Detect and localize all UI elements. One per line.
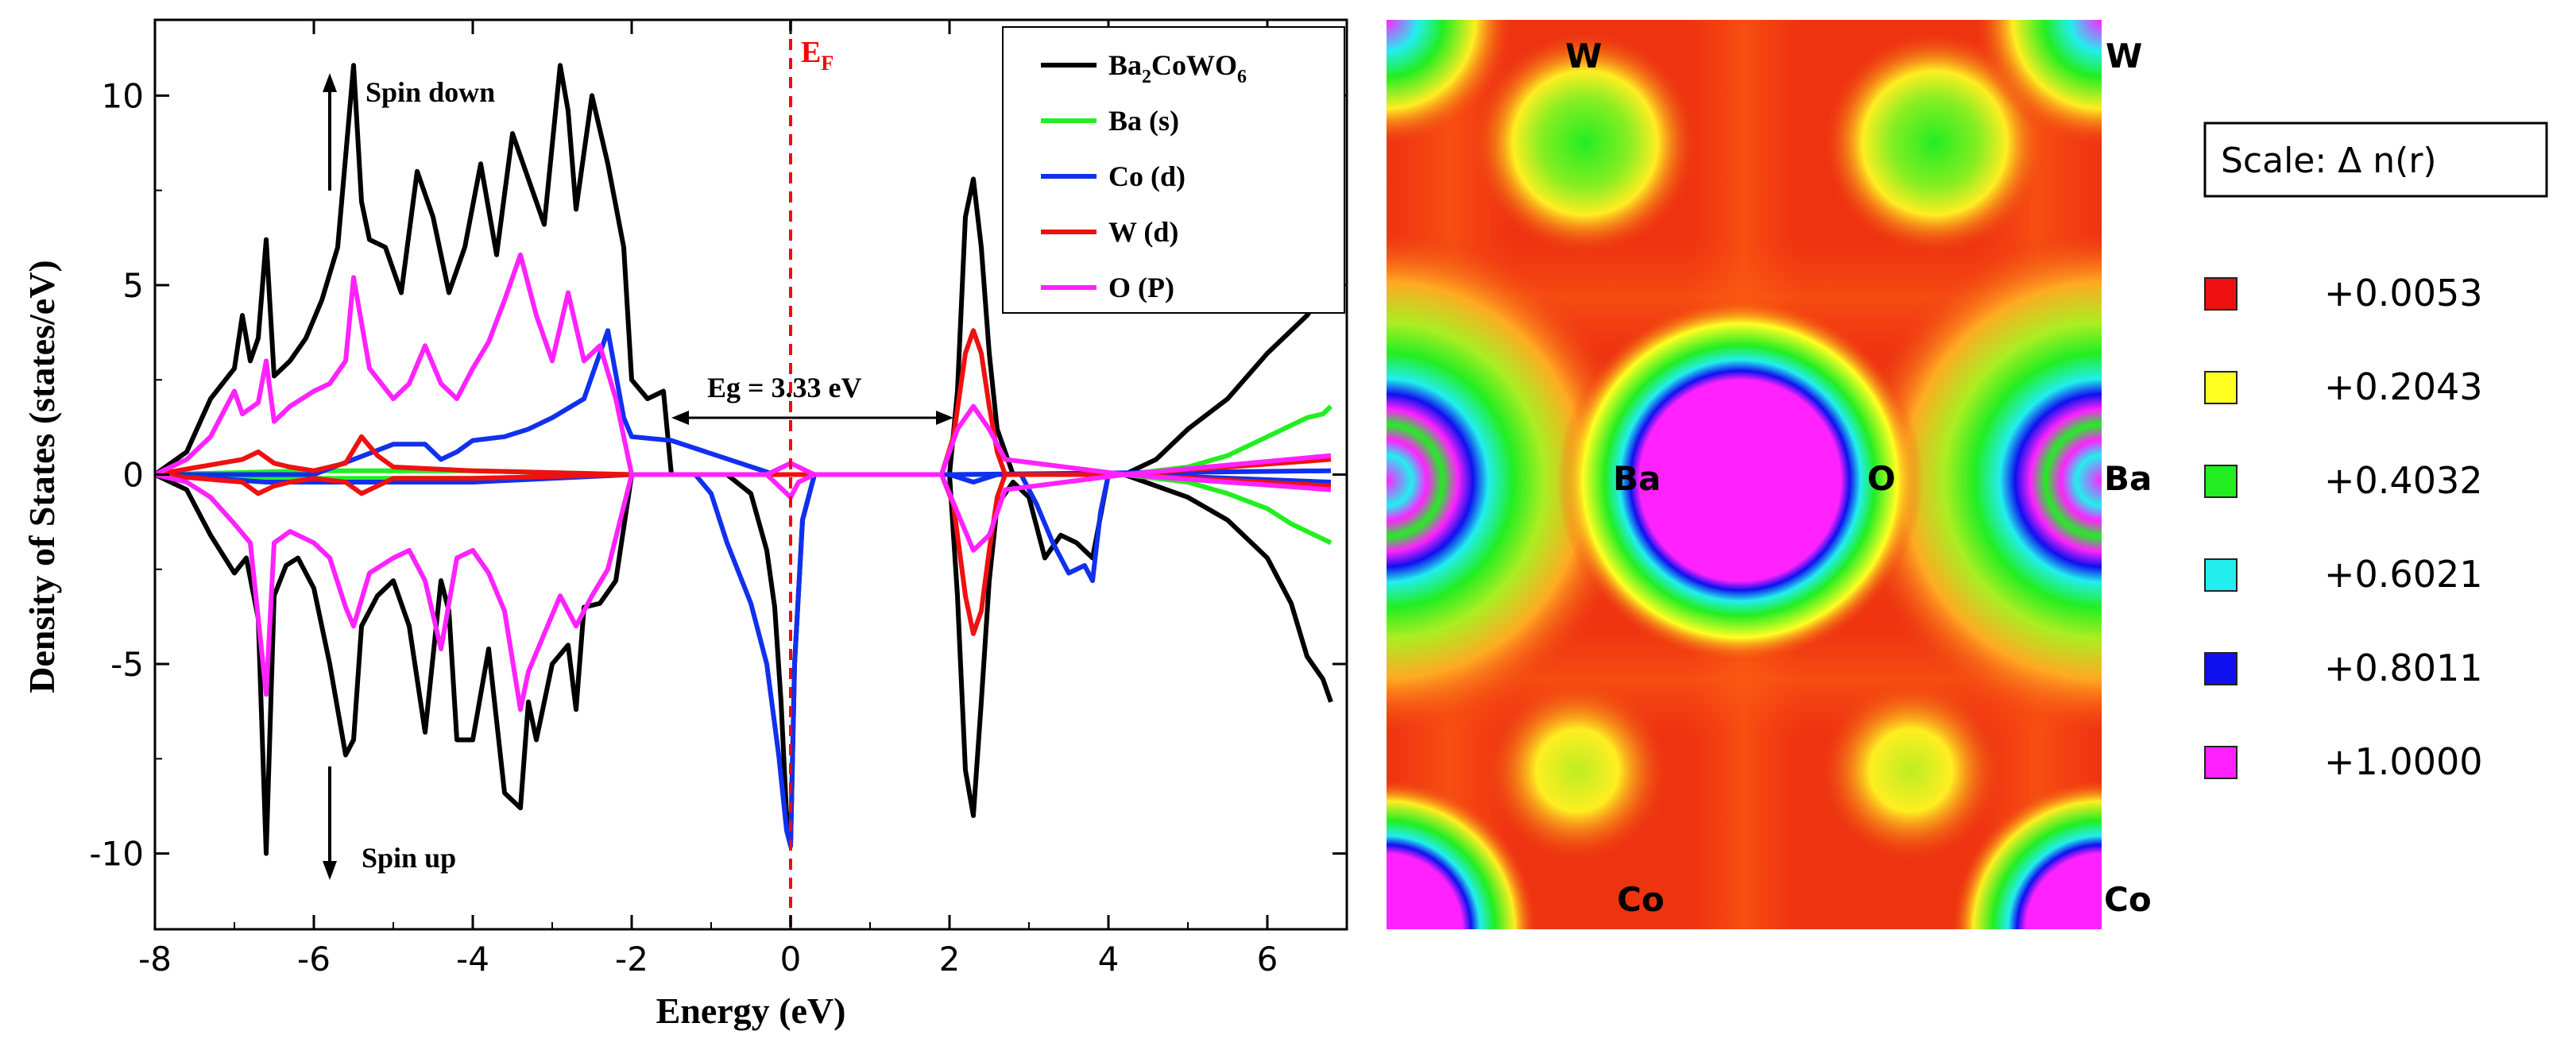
scale-title: Scale: Δ n(r): [2221, 141, 2437, 181]
y-tick-label: -10: [89, 835, 144, 874]
y-axis-title: Density of States (states/eV): [21, 260, 62, 693]
o-site: [1474, 32, 1696, 254]
scale-legend: Scale: Δ n(r): [2203, 122, 2548, 198]
co-site: [1387, 778, 1537, 929]
scale-swatch: [2204, 558, 2238, 592]
gap-arrowhead-left: [671, 410, 689, 425]
scale-swatch: [2204, 277, 2238, 311]
atom-label-o: O: [1867, 459, 1896, 498]
scale-swatch: [2204, 371, 2238, 404]
legend-label: O (P): [1108, 272, 1174, 303]
scale-value: +1.0000: [2324, 740, 2483, 783]
w-site: [1975, 20, 2102, 147]
spin-down-label: Spin down: [366, 76, 495, 108]
co-site: [1951, 778, 2102, 929]
spin-up-arrowhead: [323, 861, 337, 880]
atom-label-co: Co: [2104, 880, 2152, 919]
atom-label-co: Co: [1617, 880, 1665, 919]
scale-value: +0.4032: [2324, 459, 2483, 502]
scale-value: +0.6021: [2324, 553, 2483, 596]
scale-value: +0.8011: [2324, 647, 2483, 689]
charge-density-map: W W Ba O Ba Co Co Scale: Δ n(r) +0.0053 +…: [1387, 20, 2548, 929]
scale-value: +0.0053: [2324, 272, 2483, 315]
x-tick-label: -2: [615, 940, 648, 979]
scale-swatch: [2204, 652, 2238, 685]
y-tick-label: 10: [102, 76, 144, 115]
legend-label: Co (d): [1108, 160, 1186, 192]
spin-up-label: Spin up: [362, 842, 456, 874]
o-site: [1824, 32, 2046, 254]
spin-down-arrowhead: [323, 73, 337, 92]
legend-label: Ba2CoWO6: [1108, 49, 1247, 87]
atom-label-ba: Ba: [1613, 459, 1661, 498]
legend-label: W (d): [1108, 216, 1178, 248]
o-site: [1486, 679, 1669, 862]
gap-arrowhead-right: [936, 410, 953, 425]
x-tick-label: 4: [1098, 940, 1120, 979]
scale-title-box: [2203, 122, 2548, 198]
scale-swatch: [2204, 746, 2238, 779]
ba-center-site: [1557, 298, 1923, 663]
scale-swatch: [2204, 465, 2238, 498]
series-line-9: [155, 252, 1332, 477]
x-tick-label: 0: [780, 940, 802, 979]
x-axis-title: Energy (eV): [656, 990, 846, 1031]
y-tick-label: 0: [122, 456, 144, 495]
x-tick-label: -6: [297, 940, 331, 979]
gap-label: Eg = 3.33 eV: [707, 372, 862, 403]
y-tick-label: 5: [122, 266, 144, 305]
density-field: [1387, 20, 2102, 929]
fermi-label: EF: [801, 36, 834, 75]
o-site: [1820, 679, 2002, 862]
legend-label: Ba (s): [1108, 105, 1179, 137]
atom-label-w: W: [2106, 37, 2142, 75]
ba-edge-site: [1847, 226, 2102, 735]
w-site: [1387, 20, 1514, 147]
scale-value: +0.2043: [2324, 365, 2483, 408]
ba-edge-site: [1387, 226, 1641, 735]
x-tick-label: 6: [1257, 940, 1278, 979]
legend: Ba2CoWO6 Ba (s) Co (d) W (d) O (P): [1002, 26, 1345, 314]
x-tick-label: 2: [939, 940, 961, 979]
y-tick-label: -5: [110, 645, 144, 684]
atom-label-ba: Ba: [2104, 459, 2152, 498]
x-tick-label: -8: [138, 940, 172, 979]
x-tick-label: -4: [456, 940, 489, 979]
atom-label-w: W: [1565, 37, 1602, 75]
